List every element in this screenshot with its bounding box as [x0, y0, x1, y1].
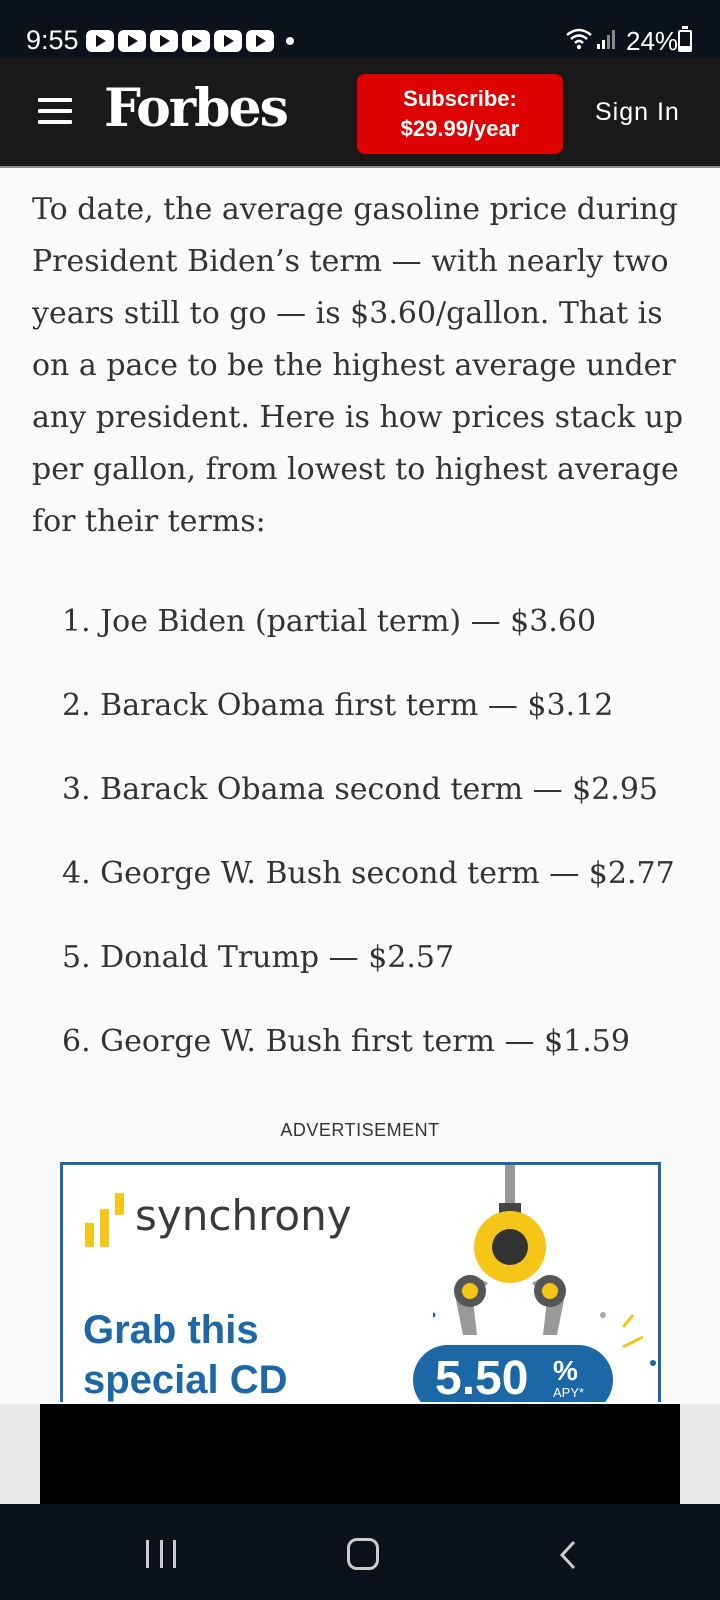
wifi-icon [566, 28, 592, 50]
list-item: 6. George W. Bush first term — $1.59 [62, 1024, 630, 1059]
more-notifications-dot-icon [286, 37, 294, 45]
status-time: 9:55 [26, 25, 79, 55]
sign-in-link[interactable]: Sign In [595, 98, 680, 126]
ad-rate-value: 5.50 [435, 1352, 529, 1402]
subscribe-button[interactable]: Subscribe: $29.99/year [357, 74, 563, 154]
ad-rate-badge: 5.50 % APY* [413, 1345, 613, 1402]
list-item: 4. George W. Bush second term — $2.77 [62, 856, 675, 891]
youtube-icon [118, 30, 146, 52]
ad-rate-apy: APY* [553, 1385, 585, 1400]
synchrony-logo-icon [85, 1193, 124, 1247]
youtube-icon [150, 30, 178, 52]
advertisement-label: ADVERTISEMENT [280, 1120, 440, 1140]
article-body: To date, the average gasoline price duri… [32, 184, 692, 548]
home-icon[interactable] [347, 1538, 379, 1570]
forbes-logo[interactable]: Forbes [104, 78, 289, 139]
article-paragraph: To date, the average gasoline price duri… [32, 192, 684, 539]
ad-brand: synchrony [135, 1191, 352, 1240]
banner-ad[interactable] [40, 1404, 680, 1504]
youtube-icon [246, 30, 274, 52]
hamburger-menu-icon[interactable] [38, 98, 72, 124]
ad-rate-percent: % [553, 1355, 578, 1386]
synchrony-ad[interactable]: synchrony Grab this special CD 5.50 % AP… [60, 1162, 661, 1402]
list-item: 2. Barack Obama first term — $3.12 [62, 688, 614, 723]
subscribe-price: $29.99/year [400, 116, 520, 141]
list-item: 1. Joe Biden (partial term) — $3.60 [62, 604, 597, 639]
system-nav-bar [0, 1504, 720, 1600]
list-item: 5. Donald Trump — $2.57 [62, 940, 455, 975]
status-bar: 9:55 24% [0, 0, 720, 58]
youtube-icon [214, 30, 242, 52]
ad-headline: Grab this special CD [83, 1308, 288, 1402]
list-item: 3. Barack Obama second term — $2.95 [62, 772, 659, 807]
site-header: Forbes Subscribe: $29.99/year Sign In [0, 58, 720, 168]
claw-machine-icon [433, 1165, 656, 1366]
subscribe-label: Subscribe: [403, 86, 517, 111]
notification-icons [86, 30, 274, 52]
recent-apps-icon[interactable] [146, 1540, 176, 1568]
signal-icon [597, 30, 615, 49]
battery-percent: 24% [626, 26, 679, 56]
battery-icon [678, 26, 692, 52]
youtube-icon [182, 30, 210, 52]
youtube-icon [86, 30, 114, 52]
back-icon[interactable] [554, 1540, 584, 1570]
